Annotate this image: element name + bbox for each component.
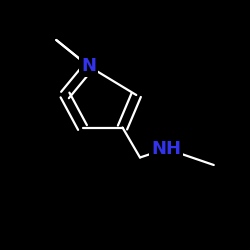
Text: N: N [81, 57, 96, 75]
Text: NH: NH [151, 140, 181, 158]
